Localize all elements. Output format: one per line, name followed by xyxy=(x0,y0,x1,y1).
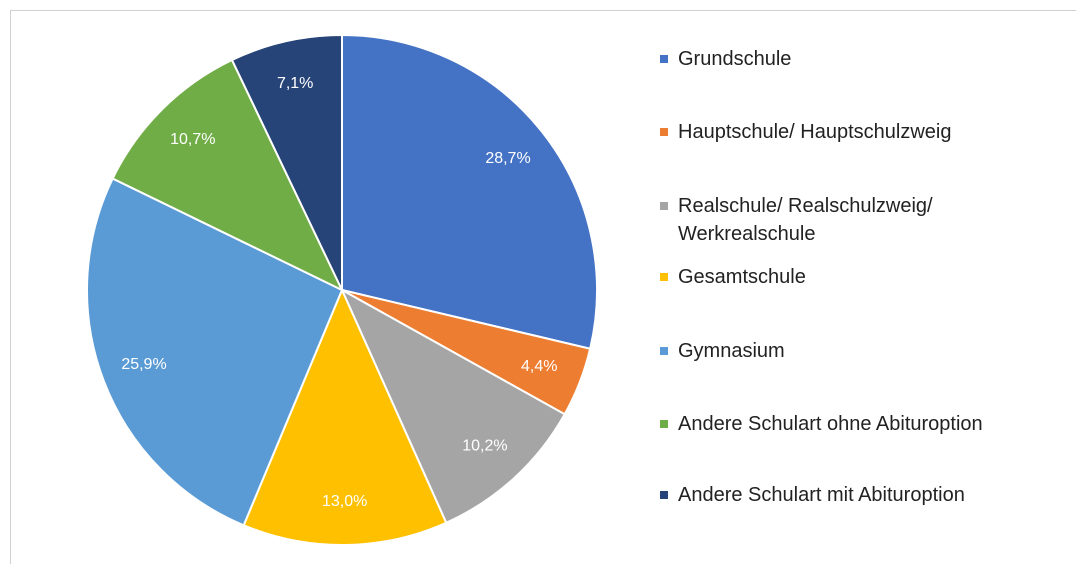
pie-slice xyxy=(341,33,598,350)
legend-swatch xyxy=(660,202,668,210)
legend-label: Andere Schulart mit Abituroption xyxy=(678,484,965,506)
chart-border xyxy=(10,10,1076,564)
legend-swatch xyxy=(660,420,668,428)
data-label: 28,7% xyxy=(485,150,530,167)
legend-item: Hauptschule/ Hauptschulzweig xyxy=(660,118,1060,146)
legend-item: Andere Schulart mit Abituroption xyxy=(660,481,1060,509)
legend-swatch xyxy=(660,491,668,499)
legend-item: Gymnasium xyxy=(660,337,1060,365)
data-label: 25,9% xyxy=(121,356,166,373)
legend-swatch xyxy=(660,347,668,355)
legend-item: Andere Schulart ohne Abituroption xyxy=(660,410,1060,438)
pie-slice xyxy=(242,287,448,546)
data-label: 13,0% xyxy=(322,493,367,510)
data-label: 7,1% xyxy=(277,75,313,92)
legend-swatch xyxy=(660,273,668,281)
legend-label: Grundschule xyxy=(678,48,792,70)
pie-slice xyxy=(339,287,567,525)
legend-swatch xyxy=(660,128,668,136)
legend-label: Hauptschule/ Hauptschulzweig xyxy=(678,121,952,143)
legend-label: Realschule/ Realschulzweig/ Werkrealschu… xyxy=(678,195,933,245)
pie-slice xyxy=(86,177,344,527)
legend-label: Gymnasium xyxy=(678,340,785,362)
legend-item: Grundschule xyxy=(660,45,1060,73)
pie-slice xyxy=(111,58,345,293)
legend-item: Gesamtschule xyxy=(660,263,1060,291)
pie-slice xyxy=(230,33,343,291)
legend-label: Andere Schulart ohne Abituroption xyxy=(678,413,983,435)
data-label: 10,7% xyxy=(170,131,215,148)
data-label: 4,4% xyxy=(521,358,557,375)
data-label: 10,2% xyxy=(462,437,507,454)
legend-label: Gesamtschule xyxy=(678,266,806,288)
legend-swatch xyxy=(660,55,668,63)
legend-item: Realschule/ Realschulzweig/ Werkrealschu… xyxy=(660,192,1060,248)
